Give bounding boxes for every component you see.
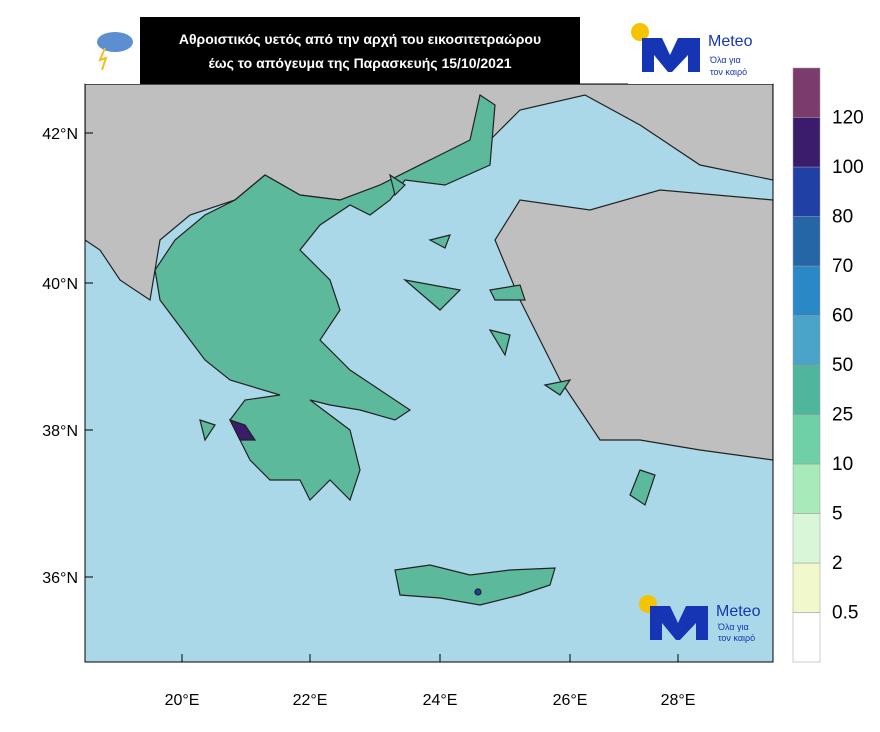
colorbar-swatch	[792, 364, 821, 415]
watermark-slogan: Όλα για	[717, 622, 749, 632]
logo-sun	[631, 23, 649, 41]
title-box	[140, 17, 580, 84]
colorbar-swatch	[792, 265, 821, 316]
colorbar-label: 120	[832, 108, 864, 129]
title-line: Αθροιστικός υετός από την αρχή του εικοσ…	[179, 31, 541, 47]
lon-label: 20°E	[165, 692, 200, 709]
islands	[199, 173, 656, 506]
cloud-icon	[97, 32, 133, 52]
colorbar-label: 2	[832, 553, 843, 574]
heavy-rain-spot	[228, 418, 257, 441]
lon-label: 24°E	[423, 692, 458, 709]
logo-slogan: τον καιρό	[710, 67, 747, 77]
logo-name: Meteo	[708, 33, 753, 50]
colorbar-label: 70	[832, 256, 853, 277]
colorbar-swatch	[792, 513, 821, 564]
lat-label: 38°N	[42, 423, 78, 440]
map-shapes	[85, 84, 773, 606]
colorbar-label: 10	[832, 454, 853, 475]
colorbar-label: 5	[832, 504, 843, 525]
colorbar-swatch	[792, 166, 821, 217]
colorbar-swatch	[792, 117, 821, 168]
colorbar-swatch	[792, 463, 821, 514]
lon-label: 26°E	[553, 692, 588, 709]
colorbar-swatch	[792, 414, 821, 465]
watermark-name: Meteo	[716, 603, 761, 620]
colorbar-label: 60	[832, 306, 853, 327]
crete	[394, 564, 556, 606]
lon-label: 22°E	[293, 692, 328, 709]
colorbar-label: 0.5	[832, 603, 858, 624]
logo-mark	[642, 38, 700, 72]
colorbar-swatch	[792, 67, 821, 118]
colorbar-swatch	[792, 562, 821, 613]
watermark-mark	[650, 606, 708, 640]
lat-label: 42°N	[42, 126, 78, 143]
logo-slogan: Όλα για	[709, 55, 741, 65]
colorbar-label: 100	[832, 157, 864, 178]
colorbar-label: 80	[832, 207, 853, 228]
watermark-slogan: τον καιρό	[718, 633, 755, 643]
colorbar-swatch	[792, 216, 821, 267]
axes: 42°N 40°N 38°N 36°N 20°E 22°E 24°E 26°E 28°E	[42, 126, 695, 709]
title-line: έως το απόγευμα της Παρασκευής 15/10/202…	[208, 55, 511, 71]
lat-label: 36°N	[42, 570, 78, 587]
colorbar-label: 50	[832, 355, 853, 376]
heavy-rain-spot	[474, 588, 482, 596]
colorbar-label: 25	[832, 405, 853, 426]
lightning-icon	[98, 47, 108, 71]
colorbar-swatch	[792, 315, 821, 366]
greece-mainland	[154, 94, 496, 502]
anatolia	[494, 189, 773, 461]
lat-label: 40°N	[42, 276, 78, 293]
colorbar-swatch	[792, 612, 821, 663]
lon-label: 28°E	[661, 692, 696, 709]
